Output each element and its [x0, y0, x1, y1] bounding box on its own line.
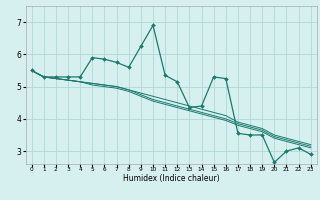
X-axis label: Humidex (Indice chaleur): Humidex (Indice chaleur) [123, 174, 220, 183]
